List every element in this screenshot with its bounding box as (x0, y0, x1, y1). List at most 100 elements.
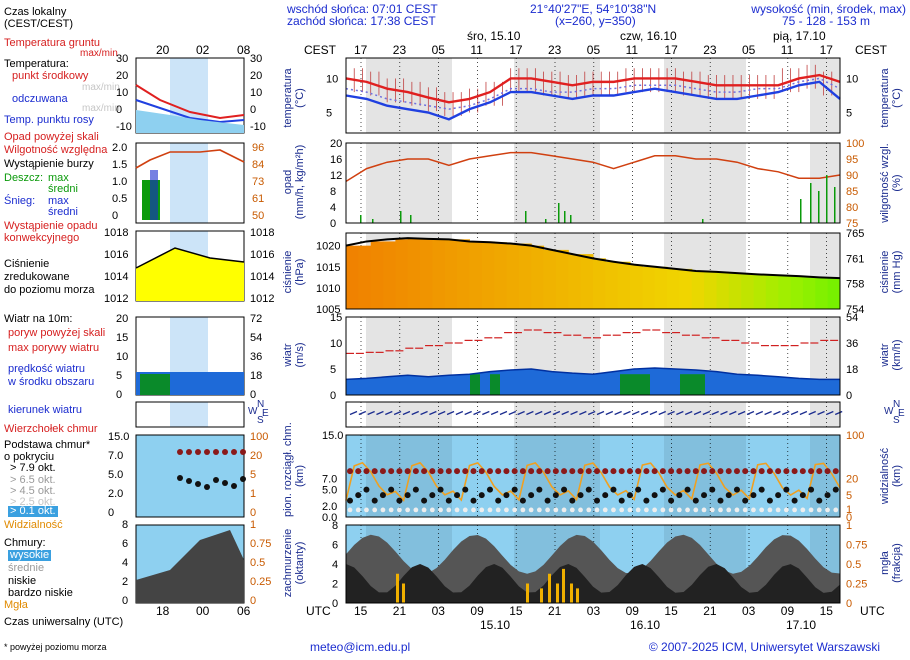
cloud-top-dot-21 (519, 468, 526, 475)
cloud-top-dot-5 (388, 468, 395, 475)
cloud-base-dot-36 (643, 497, 650, 504)
legend-dew-point: Temp. punktu rosy (4, 114, 94, 126)
pressure-area-11 (481, 241, 495, 309)
hour-bottom-3: 09 (470, 604, 484, 618)
pressure-line (345, 237, 841, 280)
left-snow-bar (150, 170, 158, 220)
fog-tick-right-2: 0.5 (846, 559, 861, 571)
legend-conv: Wystąpienie opadu konwekcyjnego (4, 220, 98, 245)
cloud-base-dot-37 (651, 492, 658, 499)
wind-dir-arrow-30 (614, 410, 622, 416)
wind-dir-arrow-17 (499, 410, 508, 416)
cloud-top-dot-23 (536, 468, 543, 475)
left-top-dot-6 (231, 449, 237, 455)
legend-fog: Mgła (4, 599, 28, 611)
night-band-5-3 (810, 435, 840, 517)
legend-midpoint-range: max/min (82, 82, 120, 93)
cloud-top-dot-42 (692, 468, 699, 475)
cloud-base-dot-0 (347, 497, 353, 504)
wind-dir-arrow-0 (349, 410, 358, 416)
cloud-low-dot-49 (751, 507, 756, 513)
cloud-top-dot-17 (486, 468, 493, 475)
wind-tick-left-3: 15 (330, 312, 342, 324)
cloud-low-dot-1 (355, 507, 361, 513)
left-temp-tick-r-2: 10 (250, 87, 262, 99)
wind-dir-arrow-16 (490, 410, 499, 416)
left-wind-tick-r-4: 0 (250, 389, 256, 401)
cloud-base-dot-34 (626, 492, 633, 499)
footer-copyright: © 2007-2025 ICM, Uniwersytet Warszawski (648, 640, 880, 654)
cloud-low-dot-54 (792, 507, 797, 513)
pressure-area-9 (457, 239, 470, 309)
wind-dir-arrow-1 (358, 410, 367, 416)
left-top-dot-2 (195, 449, 201, 455)
night-band-5-2 (664, 435, 746, 517)
cloud-top-dot-0 (347, 468, 353, 475)
cloud-base-dot-13 (454, 492, 461, 499)
hour-top-3: 11 (470, 43, 483, 57)
pressure-area-4 (395, 239, 409, 309)
wind-dir-arrow-15 (482, 410, 490, 416)
cloud-low-dot-57 (816, 507, 822, 513)
cloud-top-dot-53 (783, 468, 790, 475)
compass-w-right: W (884, 406, 894, 417)
left-panel-bg-5 (136, 435, 244, 517)
cloud-base-dot-33 (618, 497, 625, 504)
wind-dir-arrow-10 (437, 410, 446, 416)
cloud-top-dot-45 (717, 468, 724, 475)
wind-tick-right-0: 0 (846, 390, 852, 402)
wind-dir-arrow-23 (552, 410, 561, 416)
left-base-dot-5 (222, 480, 228, 486)
wind-dir-arrow-14 (473, 410, 481, 416)
left-cover-tick-3: 2 (122, 576, 128, 588)
cloud-base-dot-30 (594, 497, 600, 504)
left-cloud-tick-0: 15.0 (108, 431, 129, 443)
cloud-base-dot-4 (379, 492, 386, 499)
legend-okt25: > 2.5 okt. (10, 496, 56, 508)
left-base-dot-3 (204, 484, 210, 490)
day-label-1: śro, 15.10 (467, 29, 521, 43)
cloud-base-dot-11 (437, 486, 444, 493)
legend-precip-above: Opad powyżej skali (4, 131, 99, 143)
wind-dir-arrow-8 (420, 410, 428, 416)
sunset-text: zachód słońca: 17:38 CEST (287, 14, 436, 28)
night-band-0-2 (664, 58, 746, 133)
cloud-base-dot-52 (775, 492, 782, 499)
pressure-area-36 (790, 276, 804, 309)
footer-email[interactable]: meteo@icm.edu.pl (310, 640, 411, 654)
wind-dir-arrow-46 (755, 410, 764, 416)
left-cover-tick-0: 8 (122, 519, 128, 531)
pressure-area-28 (691, 271, 705, 309)
left-base-dot-4 (213, 477, 219, 483)
cloud-low-dot-44 (709, 507, 715, 513)
cloud-top-dot-27 (569, 468, 576, 475)
legend-rain-max: max (48, 172, 69, 184)
humid-tick-right-0: 75 (846, 218, 858, 230)
cloud-base-dot-27 (569, 497, 576, 504)
pressure-area-3 (383, 241, 396, 309)
cloud-top-dot-35 (635, 468, 642, 475)
press-tick-right-3: 765 (846, 228, 864, 240)
wind-line (345, 367, 840, 381)
left-top-dot-5 (222, 449, 228, 455)
pressure-area-0 (346, 245, 359, 309)
cloud-top-dot-29 (585, 468, 592, 475)
left-temp-tick-1: 20 (116, 70, 128, 82)
wind-dir-arrow-40 (702, 410, 711, 416)
cloud-base-dot-21 (519, 497, 526, 504)
wind-tick-left-0: 0 (330, 390, 336, 402)
coords-text: 21°40'27"E, 54°10'38"N (530, 2, 657, 16)
cloud-low-dot-38 (660, 507, 666, 513)
legend-okt45: > 4.5 okt. (10, 485, 56, 497)
left-temp-tick-0: 30 (116, 53, 128, 65)
wind-dir-arrow-6 (402, 410, 411, 416)
cloud-base-dot-46 (725, 492, 732, 499)
cloud-low-dot-32 (611, 507, 616, 513)
cloud-low-dot-12 (446, 507, 452, 513)
cloud-base-dot-2 (363, 486, 370, 493)
cloud-top-dot-28 (577, 468, 584, 475)
vis-tick-right-0: 0 (846, 512, 852, 524)
left-fog-tick-2: 0.5 (250, 557, 265, 569)
fog-tick-right-0: 0 (846, 598, 852, 610)
cloud-tick-left-0: 0.0 (322, 512, 337, 524)
